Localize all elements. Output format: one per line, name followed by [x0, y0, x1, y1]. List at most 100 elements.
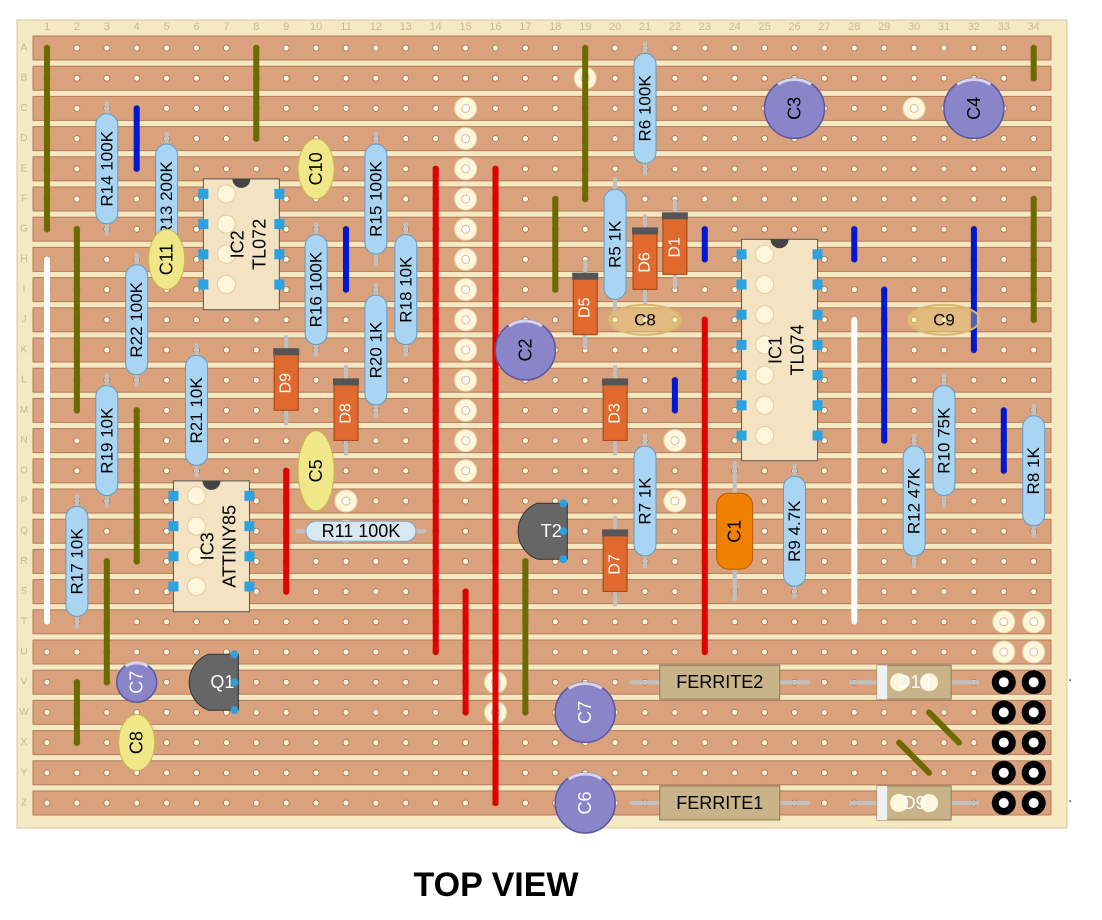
strip-hole — [1030, 588, 1038, 595]
transistor-pin — [559, 527, 568, 536]
strip-hole — [522, 406, 529, 414]
strip-hole — [1000, 74, 1008, 82]
solder-pad-hole — [999, 617, 1009, 627]
strip-hole — [821, 255, 828, 263]
row-label: K — [21, 345, 28, 356]
strip-hole — [821, 437, 828, 445]
ic-pad — [755, 335, 775, 355]
power-diode-pad — [890, 794, 909, 812]
diode-label: D1 — [666, 237, 683, 258]
solder-pad-hole — [670, 436, 680, 446]
resistor: R14 100K — [95, 101, 119, 236]
strip-hole — [312, 44, 320, 52]
strip-hole — [791, 225, 798, 233]
electrolytic-stripe — [567, 681, 603, 690]
strip-hole — [940, 74, 948, 82]
ic-pin — [736, 339, 747, 350]
strip-hole — [701, 195, 709, 203]
ic-pin — [812, 370, 823, 381]
diode-band — [333, 378, 359, 386]
strip-hole — [402, 467, 410, 475]
strip-hole — [222, 44, 230, 52]
resistor-label: R17 10K — [67, 528, 86, 595]
strip-hole — [252, 376, 260, 384]
edge-mark: · — [1067, 672, 1072, 689]
strip-hole — [970, 165, 978, 173]
resistor: R5 1K — [603, 177, 627, 312]
strip-hole — [342, 44, 350, 52]
solder-pad-hole — [461, 254, 471, 264]
strip-hole — [252, 316, 260, 324]
strip-hole — [731, 346, 739, 354]
strip-hole — [222, 316, 230, 324]
strip-hole — [611, 165, 619, 173]
row-label: Q — [20, 526, 28, 537]
strip-hole — [731, 709, 739, 716]
strip-hole — [1000, 497, 1008, 505]
strip-hole — [791, 195, 798, 203]
strip-hole — [611, 44, 619, 52]
strip-hole — [821, 799, 828, 807]
strip-hole — [761, 648, 768, 656]
strip-hole — [1000, 376, 1008, 384]
strip-hole — [252, 437, 260, 445]
electrolytic-label: C2 — [515, 338, 535, 361]
strip-hole — [910, 165, 918, 173]
strip-hole — [492, 105, 499, 112]
electrolytic-capacitor: C3 — [763, 77, 826, 140]
strip-hole — [821, 286, 828, 294]
strip-hole — [821, 406, 828, 414]
strip-hole — [193, 799, 200, 807]
transistor-pin — [230, 678, 239, 687]
strip-hole — [761, 44, 768, 52]
strip-hole — [193, 286, 200, 294]
strip-hole — [970, 648, 978, 656]
strip-hole — [970, 558, 978, 565]
ic-pin — [198, 249, 209, 260]
strip-hole — [821, 74, 828, 82]
strip-hole — [761, 769, 768, 777]
ic-pin — [168, 581, 179, 592]
strip-hole — [312, 74, 320, 82]
strip-hole — [970, 44, 978, 52]
strip-hole — [163, 74, 171, 82]
strip-hole — [193, 769, 200, 777]
film-capacitor: C5 — [297, 430, 335, 512]
strip-hole — [342, 135, 350, 143]
power-diode-pad — [920, 673, 939, 692]
ferrite-body — [659, 664, 781, 700]
ferrite-bead: FERRITE1 — [629, 785, 810, 821]
strip-hole — [282, 286, 290, 294]
resistor-body — [902, 445, 926, 557]
strip-hole — [791, 618, 798, 626]
strip-hole — [282, 165, 290, 173]
strip-hole — [193, 105, 200, 112]
diode-band — [602, 378, 629, 386]
strip-hole — [731, 135, 739, 143]
strip-hole — [312, 558, 320, 565]
strip-hole — [252, 497, 260, 505]
strip-hole — [910, 376, 918, 384]
strip-hole — [163, 44, 171, 52]
electrolytic-capacitor: C7 — [115, 661, 158, 703]
transistor-label: T2 — [541, 521, 562, 541]
strip-hole — [821, 44, 828, 52]
strip-hole — [282, 195, 290, 203]
ic-pin — [812, 249, 823, 260]
olive-wire — [926, 709, 962, 746]
ic-pin — [198, 219, 209, 230]
transistor: Q1 — [188, 650, 239, 715]
strip-hole — [73, 165, 81, 173]
column-label: 25 — [758, 21, 770, 33]
strip-hole — [222, 135, 230, 143]
header-pin-hole — [1028, 798, 1039, 808]
strip-hole — [611, 74, 619, 82]
strip-hole — [462, 799, 470, 807]
ic-body — [202, 178, 280, 311]
ic-chip: IC2 TL072 — [198, 178, 285, 311]
column-label: 14 — [430, 21, 442, 33]
strip-hole — [73, 467, 81, 475]
diode-label: D9 — [278, 373, 295, 394]
ic-pad — [755, 305, 775, 325]
film-cap-label: C5 — [306, 459, 326, 482]
